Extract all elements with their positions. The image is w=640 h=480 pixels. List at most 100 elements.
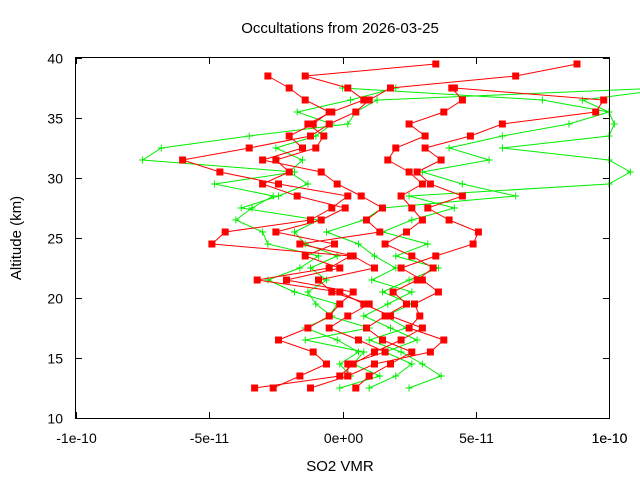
x-tick-label: 0e+00: [324, 430, 364, 446]
data-point: [245, 144, 253, 152]
data-point: [333, 336, 341, 344]
data-point: [360, 96, 368, 104]
data-point: [413, 168, 421, 176]
data-point: [264, 240, 272, 248]
data-point: [301, 72, 309, 80]
ticks-layer: -1e-10 -5e-11 0e+00 5e-11 1e-101e-1010152025…: [47, 51, 627, 447]
data-point: [317, 216, 325, 224]
data-point: [392, 372, 400, 380]
data-point: [232, 216, 240, 224]
data-point: [259, 228, 267, 236]
data-point: [328, 204, 336, 212]
data-point: [405, 168, 413, 176]
data-point: [301, 336, 309, 344]
data-point: [325, 264, 333, 272]
data-point: [458, 96, 466, 104]
data-point: [437, 156, 445, 164]
data-point: [344, 192, 352, 200]
data-point: [458, 180, 466, 188]
data-point: [365, 336, 373, 344]
data-point: [317, 168, 325, 176]
data-point: [360, 312, 368, 320]
data-point: [413, 336, 421, 344]
series-line: [261, 63, 436, 389]
data-point: [253, 276, 261, 284]
data-point: [565, 120, 573, 128]
data-point: [397, 264, 405, 272]
data-point: [299, 144, 306, 152]
chart-title: Occultations from 2026-03-25: [241, 20, 439, 37]
data-point: [352, 108, 360, 116]
data-point: [307, 384, 314, 392]
series-line: [182, 63, 578, 389]
data-point: [269, 384, 277, 392]
data-point: [301, 96, 309, 104]
data-point: [392, 144, 400, 152]
data-point: [304, 180, 312, 188]
y-tick-label: 25: [47, 231, 63, 247]
series-profile-5: [259, 72, 389, 392]
data-point: [307, 132, 314, 140]
data-point: [392, 252, 400, 260]
data-point: [429, 264, 437, 272]
data-point: [139, 156, 147, 164]
data-point: [309, 348, 317, 356]
data-point: [208, 240, 216, 248]
data-point: [403, 300, 410, 308]
data-point: [357, 192, 365, 200]
data-point: [592, 108, 600, 116]
series-layer: [139, 60, 640, 392]
data-point: [403, 228, 410, 236]
data-point: [365, 96, 373, 104]
data-point: [371, 360, 378, 368]
data-point: [323, 228, 330, 236]
data-point: [397, 336, 405, 344]
data-point: [325, 108, 333, 116]
data-point: [275, 336, 282, 344]
data-point: [272, 156, 280, 164]
data-point: [387, 324, 394, 332]
y-tick-label: 35: [47, 111, 63, 127]
data-point: [309, 120, 317, 128]
y-tick-label: 15: [47, 351, 63, 367]
data-point: [344, 312, 352, 320]
data-point: [283, 276, 290, 284]
data-point: [344, 120, 352, 128]
data-point: [466, 132, 474, 140]
data-point: [381, 312, 389, 320]
data-point: [304, 288, 312, 296]
data-point: [264, 72, 272, 80]
data-point: [387, 312, 394, 320]
data-point: [336, 300, 344, 308]
data-point: [365, 300, 373, 308]
series-line: [367, 92, 640, 389]
data-point: [291, 228, 298, 236]
data-point: [323, 360, 330, 368]
data-point: [458, 192, 466, 200]
data-point: [387, 84, 394, 92]
series-profile-1: [179, 60, 581, 392]
data-point: [248, 204, 256, 212]
data-point: [291, 288, 298, 296]
data-point: [333, 252, 341, 260]
x-tick-label: -5e-11: [190, 430, 230, 446]
data-point: [408, 348, 416, 356]
data-point: [418, 360, 426, 368]
data-point: [485, 156, 493, 164]
plot-frame: [75, 57, 610, 419]
data-point: [251, 384, 259, 392]
data-point: [626, 168, 634, 176]
data-point: [245, 132, 253, 140]
data-point: [610, 120, 618, 128]
data-point: [498, 132, 506, 140]
data-point: [405, 192, 413, 200]
x-axis-label: SO2 VMR: [306, 458, 374, 475]
data-point: [259, 180, 267, 188]
series-profile-7: [365, 92, 640, 392]
data-point: [336, 360, 344, 368]
data-point: [411, 300, 418, 308]
data-point: [381, 348, 389, 356]
data-point: [426, 180, 434, 188]
x-tick-label: 1e-10: [592, 430, 628, 446]
